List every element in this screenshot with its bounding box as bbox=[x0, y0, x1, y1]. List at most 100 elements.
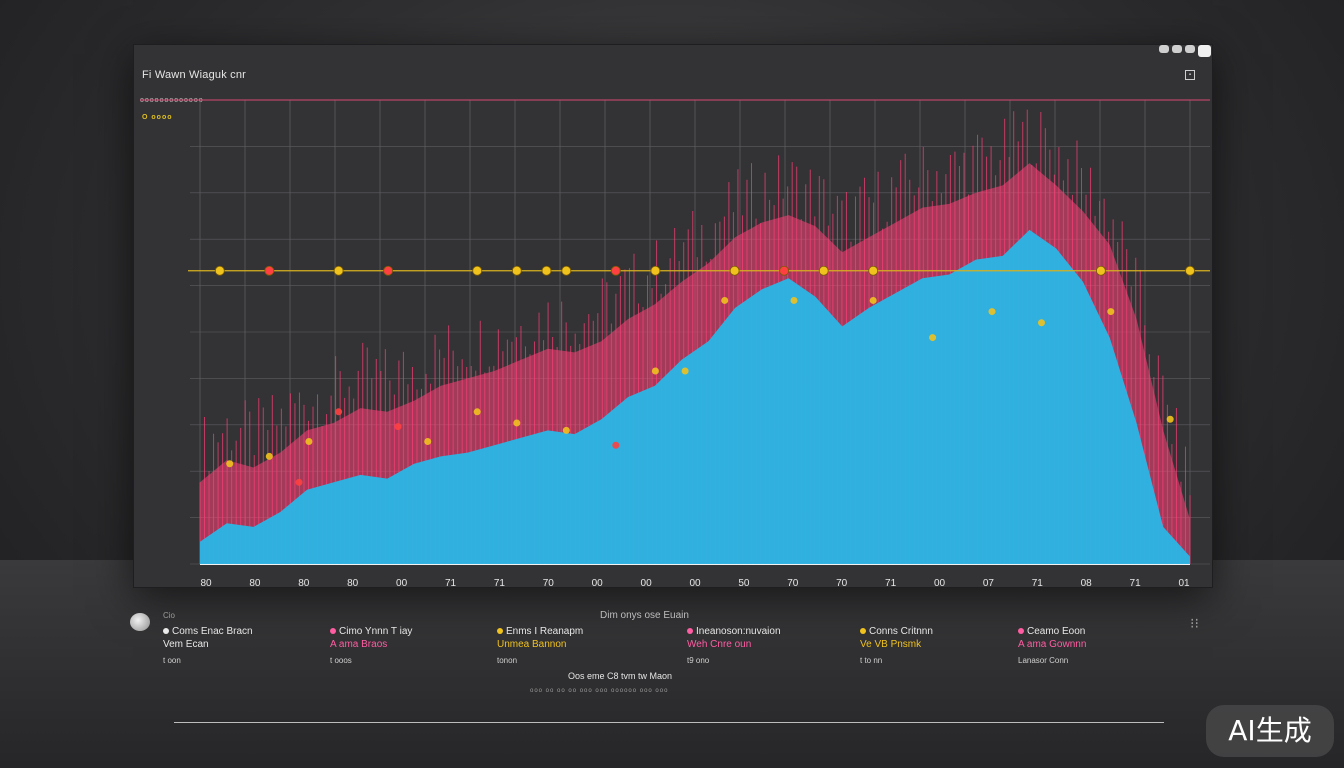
data-marker bbox=[1038, 319, 1045, 327]
data-marker bbox=[394, 423, 402, 431]
legend-note: t oon bbox=[163, 656, 181, 665]
x-tick-label: 00 bbox=[641, 578, 653, 589]
legend-dot-icon bbox=[687, 628, 693, 635]
x-tick-label: 71 bbox=[445, 578, 457, 589]
x-tick-label: 71 bbox=[1032, 578, 1044, 589]
x-tick-label: 01 bbox=[1178, 578, 1190, 589]
data-marker bbox=[265, 452, 273, 460]
x-tick-label: 00 bbox=[592, 578, 604, 589]
data-marker bbox=[226, 460, 234, 468]
maximize-icon[interactable] bbox=[1185, 45, 1195, 53]
legend-title: Ineanoson:nuvaion bbox=[696, 626, 781, 637]
restore-icon[interactable] bbox=[1172, 45, 1182, 53]
x-tick-label: 71 bbox=[1130, 578, 1142, 589]
tuning-icon[interactable]: ⁝⁝ bbox=[1190, 615, 1199, 631]
close-icon[interactable] bbox=[1198, 45, 1211, 57]
legend-subtitle: Vem Ecan bbox=[163, 639, 209, 650]
legend-item[interactable]: Cimo Ynnn T iay A ama Braos t ooos bbox=[330, 626, 480, 665]
x-tick-label: 70 bbox=[787, 578, 799, 589]
x-tick-label: 00 bbox=[689, 578, 701, 589]
threshold-marker bbox=[1185, 265, 1195, 276]
legend-title: Conns Critnnn bbox=[869, 626, 933, 637]
legend-note: t to nn bbox=[860, 656, 883, 665]
x-tick-layer: 80 80 80 80 00 71 71 70 00 00 00 50 70 70 71 00 07 71 08 71… bbox=[200, 578, 1190, 589]
x-tick-label: 80 bbox=[347, 578, 359, 589]
threshold-marker bbox=[818, 265, 829, 276]
threshold-marker bbox=[511, 265, 522, 276]
ai-generated-badge: AI生成 bbox=[1206, 705, 1334, 757]
legend-subtitle: Weh Cnre oun bbox=[687, 639, 752, 650]
data-marker bbox=[305, 438, 313, 446]
threshold-marker bbox=[729, 265, 740, 276]
minimize-icon[interactable] bbox=[1159, 45, 1169, 53]
x-tick-label: 07 bbox=[983, 578, 995, 589]
data-marker bbox=[473, 408, 481, 416]
data-marker bbox=[562, 426, 570, 434]
threshold-marker bbox=[472, 265, 483, 276]
data-marker bbox=[424, 438, 432, 446]
footer-divider bbox=[174, 722, 1164, 723]
x-tick-label: 50 bbox=[738, 578, 750, 589]
x-tick-label: 71 bbox=[494, 578, 506, 589]
x-tick-label: 80 bbox=[200, 578, 212, 589]
threshold-marker bbox=[541, 265, 552, 276]
legend-item[interactable]: Coms Enac Bracn Vem Ecan t oon bbox=[163, 626, 313, 665]
data-marker bbox=[335, 408, 343, 416]
background-floor bbox=[0, 560, 1344, 768]
threshold-marker bbox=[333, 265, 344, 276]
legend-dot-icon bbox=[497, 628, 503, 635]
data-marker bbox=[612, 441, 620, 449]
marker-layer bbox=[226, 296, 1174, 486]
legend-item[interactable]: Enms I Reanapm Unmea Bannon tonon bbox=[497, 626, 647, 665]
x-tick-label: 71 bbox=[885, 578, 897, 589]
legend-title: Enms I Reanapm bbox=[506, 626, 584, 637]
x-tick-label: 00 bbox=[934, 578, 946, 589]
legend-title: Coms Enac Bracn bbox=[172, 626, 253, 637]
legend-title: Cimo Ynnn T iay bbox=[339, 626, 413, 637]
panel-menu-icon[interactable]: ▪ bbox=[1185, 70, 1195, 80]
blue-series-area bbox=[200, 229, 1190, 564]
knob-toggle[interactable] bbox=[130, 613, 150, 631]
threshold-marker bbox=[868, 265, 879, 276]
knob-label: Cio bbox=[163, 611, 176, 620]
data-marker bbox=[513, 419, 521, 427]
threshold-marker bbox=[779, 265, 789, 276]
legend-item[interactable]: Ineanoson:nuvaion Weh Cnre oun t9 ono bbox=[687, 626, 837, 665]
threshold-marker bbox=[610, 265, 621, 276]
threshold-marker bbox=[1096, 265, 1106, 276]
legend-item[interactable]: Ceamo Eoon A ama Gownnn Lanasor Conn bbox=[1018, 626, 1168, 665]
blue-series bbox=[200, 229, 1190, 564]
data-marker bbox=[988, 308, 996, 316]
threshold-marker bbox=[650, 265, 661, 276]
legend-note: t9 ono bbox=[687, 656, 710, 665]
threshold-marker bbox=[214, 265, 225, 276]
chart-title: Fi Wawn Wiaguk cnr bbox=[142, 69, 247, 81]
legend-title: Ceamo Eoon bbox=[1027, 626, 1086, 637]
legend-subtitle: A ama Braos bbox=[330, 639, 388, 650]
x-tick-label: 80 bbox=[249, 578, 261, 589]
legend-note: t ooos bbox=[330, 656, 352, 665]
data-marker bbox=[869, 296, 877, 304]
legend-dot-icon bbox=[330, 628, 336, 635]
y-axis-label: O oooo bbox=[142, 114, 173, 121]
data-marker bbox=[1166, 415, 1174, 423]
data-marker bbox=[681, 367, 689, 375]
legend-dot-icon bbox=[163, 628, 169, 635]
x-tick-label: 70 bbox=[543, 578, 555, 589]
x-tick-label: 70 bbox=[836, 578, 848, 589]
legend-item[interactable]: Conns Critnnn Ve VB Pnsmk t to nn bbox=[860, 626, 1010, 665]
threshold-marker bbox=[561, 265, 572, 276]
data-marker bbox=[721, 296, 729, 304]
legend-subtitle: A ama Gownnn bbox=[1018, 639, 1087, 650]
data-marker bbox=[295, 478, 303, 486]
x-tick-label: 80 bbox=[298, 578, 310, 589]
x-tick-label: 08 bbox=[1081, 578, 1093, 589]
window-controls[interactable] bbox=[1159, 45, 1211, 57]
footer-line-1: Oos eme C8 tvm tw Maon bbox=[568, 671, 673, 681]
data-marker bbox=[790, 296, 798, 304]
threshold-marker bbox=[264, 265, 275, 276]
x-tick-label: 00 bbox=[396, 578, 408, 589]
threshold-marker bbox=[383, 265, 394, 276]
legend-subtitle: Ve VB Pnsmk bbox=[860, 639, 922, 650]
